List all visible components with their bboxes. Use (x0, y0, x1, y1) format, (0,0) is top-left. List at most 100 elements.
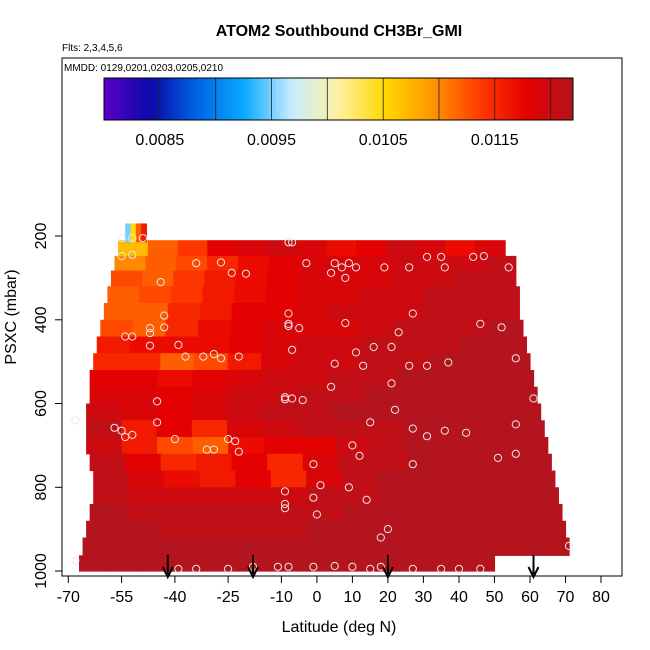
heatmap-cell (484, 255, 517, 272)
observation-point (327, 268, 336, 277)
heatmap-cell (423, 255, 455, 272)
colorbar-swatch (522, 78, 527, 120)
heatmap-cell (327, 319, 361, 338)
colorbar-swatch (408, 78, 414, 120)
heatmap-cell (341, 470, 378, 488)
heatmap-cell (396, 370, 432, 388)
heatmap-cell (328, 270, 361, 287)
heatmap-cell (194, 353, 229, 371)
observation-point (316, 481, 325, 490)
colorbar-swatch (416, 78, 422, 120)
observation-point (71, 556, 80, 565)
heatmap-cell (328, 370, 364, 388)
x-axis: -70 -55 -40 -25 -10 0 10 20 30 40 50 60 70 80 (57, 576, 610, 606)
heatmap-cell (531, 537, 570, 556)
heatmap-cell (162, 336, 197, 354)
heatmap-cell (329, 286, 362, 304)
observation-point (209, 350, 218, 359)
colorbar-swatch (451, 78, 457, 120)
observation-point (362, 495, 371, 504)
heatmap-cell (266, 270, 299, 287)
heatmap-cell (271, 504, 309, 522)
colorbar-swatch (322, 78, 328, 120)
flight-arrow-head (247, 566, 259, 580)
observation-point (241, 269, 250, 278)
observation-point (394, 328, 403, 337)
heatmap-cell (417, 520, 456, 539)
colorbar-swatch (256, 78, 261, 120)
heatmap-cell (427, 336, 461, 354)
colorbar-swatch (334, 78, 339, 120)
heatmap-cell (162, 504, 200, 522)
colorbar-swatch (307, 78, 312, 120)
heatmap-cell (121, 403, 157, 421)
colorbar-swatch (424, 78, 429, 120)
colorbar-swatch (330, 78, 336, 120)
colorbar-swatch (365, 78, 371, 120)
heatmap-cell (231, 453, 268, 472)
heatmap-cell (297, 270, 330, 287)
heatmap-cell (360, 286, 394, 304)
observation-point (227, 268, 236, 277)
observation-point (387, 342, 396, 352)
colorbar-swatch (561, 78, 566, 120)
x-tick-label: -25 (217, 589, 240, 606)
colorbar-swatch (193, 78, 199, 120)
heatmap-cell (156, 403, 192, 421)
heatmap-cell (164, 487, 202, 505)
x-tick-label: -70 (57, 589, 80, 606)
heatmap-cell (299, 437, 336, 455)
plot-frame (61, 57, 623, 577)
heatmap-cell (176, 255, 208, 272)
heatmap-cell (330, 386, 366, 405)
heatmap-cell (165, 319, 199, 338)
observation-point (511, 449, 520, 458)
colorbar-swatch (444, 78, 449, 120)
observation-point (284, 309, 293, 318)
observation-point (454, 564, 464, 574)
colorbar-swatch (385, 78, 390, 120)
colorbar-swatch (275, 78, 281, 120)
observation-point (202, 445, 211, 454)
heatmap-cell (89, 453, 126, 472)
colorbar-swatch (303, 78, 308, 120)
heatmap-cell (490, 319, 524, 338)
heatmap-cell (386, 240, 417, 257)
x-tick-label: -40 (163, 589, 186, 606)
heatmap-cell (392, 319, 426, 338)
heatmap-cell (435, 403, 472, 421)
colorbar-swatch (295, 78, 300, 120)
heatmap-cell (227, 420, 263, 438)
colorbar-swatch (252, 78, 257, 120)
observation-point (128, 234, 137, 243)
x-tick-label: 80 (592, 589, 610, 606)
heatmap-cell (125, 453, 162, 472)
colorbar-swatch (455, 78, 461, 120)
heatmap-cell (480, 453, 517, 472)
colorbar-swatch (162, 78, 168, 120)
observation-point (138, 234, 147, 243)
colorbar-swatch (420, 78, 425, 120)
colorbar-swatch (354, 78, 359, 120)
heatmap-cell (167, 303, 201, 321)
heatmap-cell (487, 303, 520, 321)
heatmap-cell (262, 319, 296, 338)
colorbar-swatch (549, 78, 554, 120)
heatmap-cell (484, 270, 517, 287)
heatmap-cell (398, 555, 432, 572)
heatmap-cell (192, 370, 227, 388)
heatmap-cell (121, 437, 158, 455)
colorbar-swatch (514, 78, 519, 120)
colorbar-swatch (397, 78, 402, 120)
heatmap-cell (499, 370, 535, 388)
heatmap-cell (270, 470, 307, 488)
heatmap-cell (296, 240, 328, 257)
heatmap-cell (307, 520, 345, 539)
colorbar-swatch (131, 78, 136, 120)
colorbar-swatch (221, 78, 226, 120)
heatmap-cell (377, 470, 414, 488)
observation-point (280, 395, 290, 404)
x-tick-label: 0 (312, 589, 321, 606)
observation-point (444, 358, 453, 367)
